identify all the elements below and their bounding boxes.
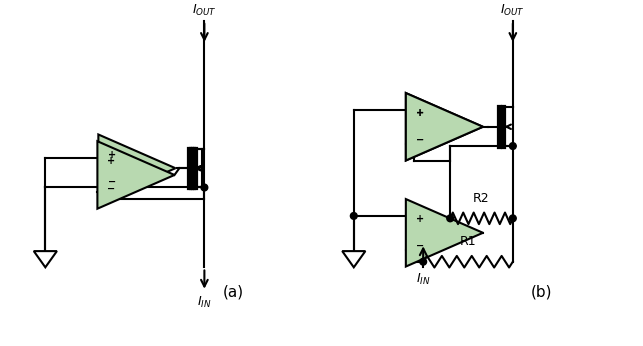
Text: R1: R1: [460, 235, 476, 248]
Polygon shape: [406, 199, 483, 266]
Text: $I_{IN}$: $I_{IN}$: [197, 294, 212, 310]
Text: −: −: [107, 183, 115, 193]
Text: +: +: [415, 214, 424, 224]
Text: $I_{OUT}$: $I_{OUT}$: [192, 3, 217, 18]
Polygon shape: [406, 93, 483, 161]
Text: R2: R2: [473, 192, 490, 205]
Polygon shape: [406, 93, 483, 161]
Polygon shape: [342, 251, 365, 267]
Text: +: +: [415, 108, 424, 118]
Circle shape: [509, 143, 516, 149]
Circle shape: [447, 215, 453, 222]
Text: (b): (b): [531, 284, 552, 299]
Text: −: −: [108, 177, 116, 187]
Circle shape: [350, 212, 357, 219]
Text: +: +: [415, 108, 424, 118]
Polygon shape: [98, 135, 176, 202]
Text: $I_{OUT}$: $I_{OUT}$: [500, 3, 525, 18]
Circle shape: [420, 258, 426, 265]
Circle shape: [201, 184, 208, 191]
Text: −: −: [415, 135, 424, 145]
Polygon shape: [97, 141, 174, 209]
Text: +: +: [108, 150, 116, 160]
Text: −: −: [415, 241, 424, 251]
Text: (a): (a): [222, 284, 244, 299]
Circle shape: [509, 215, 516, 222]
Text: −: −: [415, 135, 424, 145]
Text: $I_{IN}$: $I_{IN}$: [416, 272, 430, 288]
Polygon shape: [34, 251, 57, 267]
Text: +: +: [107, 156, 115, 166]
